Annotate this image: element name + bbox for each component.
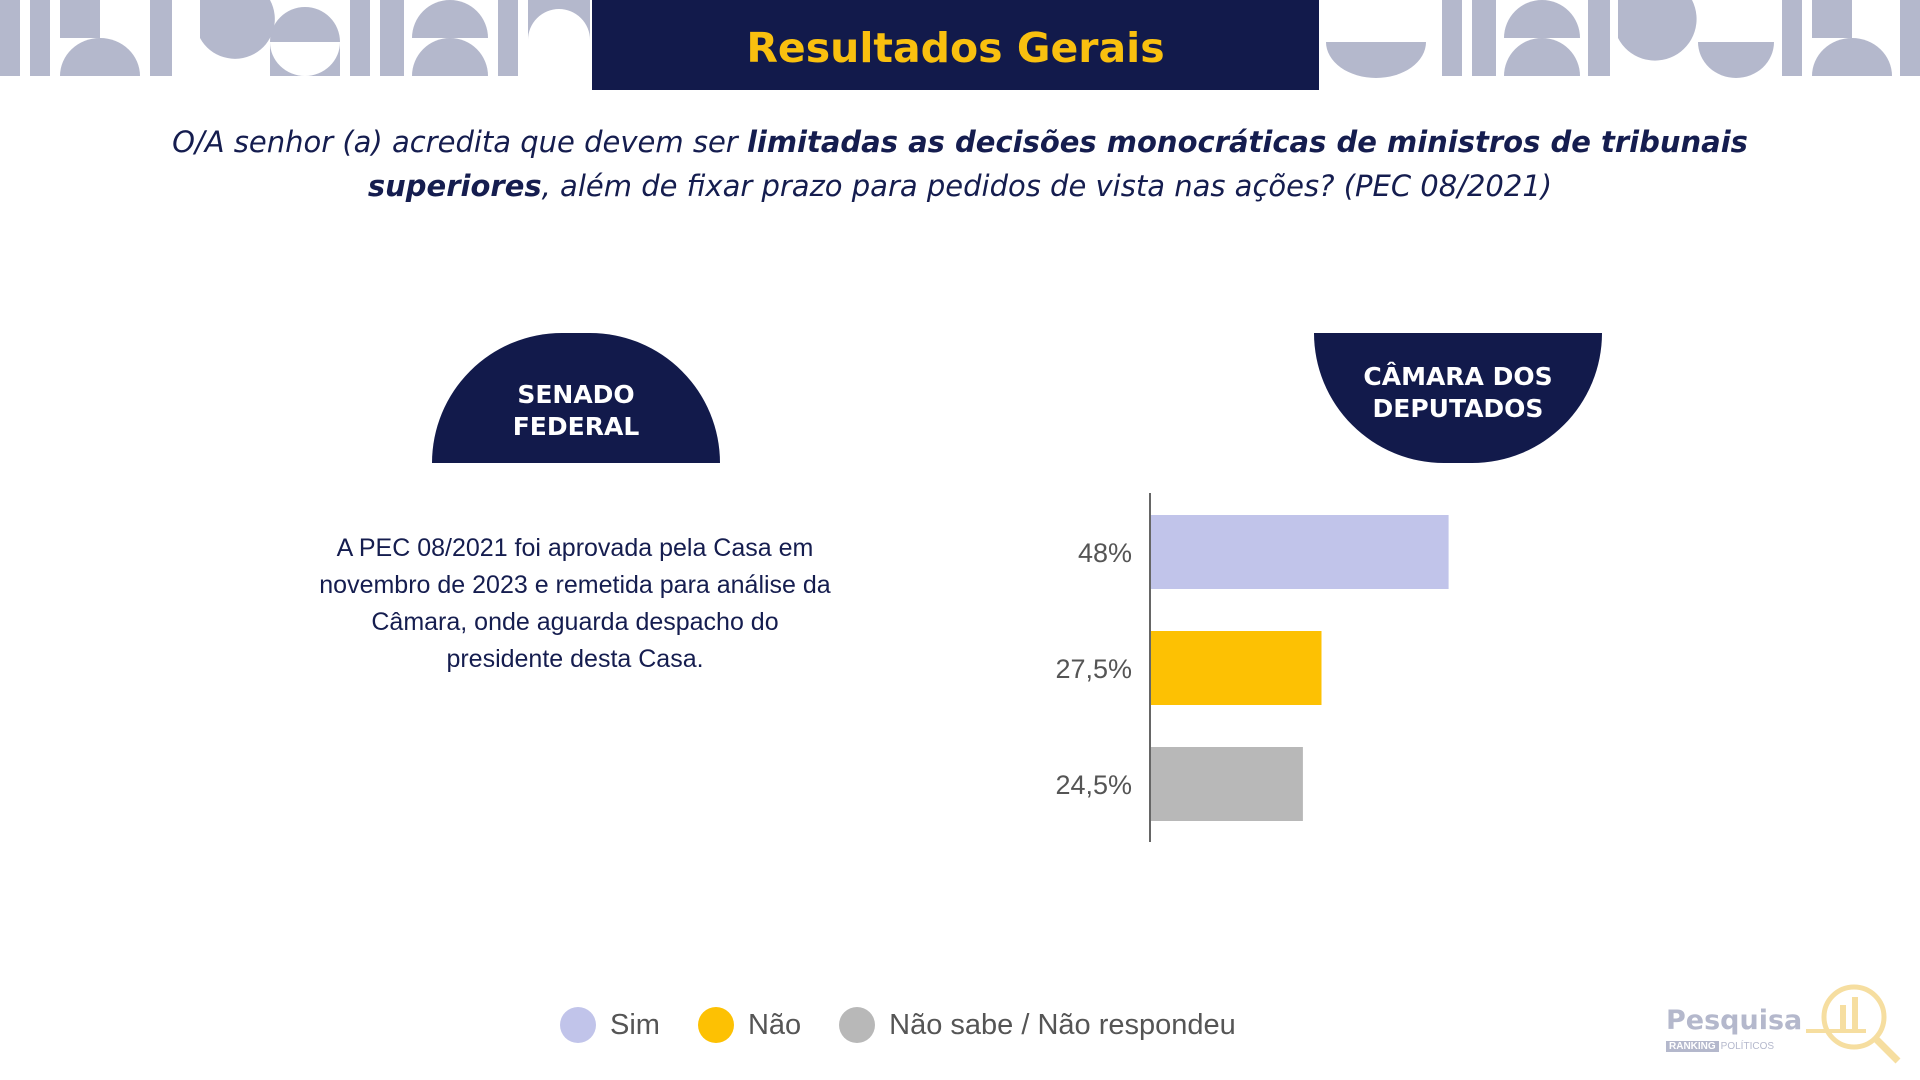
bar-label-1: 27,5%: [1055, 654, 1132, 684]
magnifier-chart-icon: [1806, 984, 1901, 1064]
senado-note: A PEC 08/2021 foi aprovada pela Casa em …: [319, 534, 831, 673]
bar-2: [1151, 747, 1303, 821]
camara-bar-chart: 48% 27,5% 24,5%: [1055, 493, 1449, 842]
chart-legend: Sim Não Não sabe / Não respondeu: [560, 1000, 1274, 1050]
camara-deputados-badge: CÂMARA DOS DEPUTADOS: [1314, 333, 1602, 463]
header-banner: Resultados Gerais: [592, 0, 1319, 90]
legend-label-nao: Não: [747, 1008, 802, 1041]
logo-sub-text: POLÍTICOS: [1720, 1041, 1775, 1052]
decorative-pattern-right: [1326, 0, 1920, 78]
legend-item-nao: Não: [697, 1007, 802, 1043]
question-part-1: O/A senhor (a) acredita que devem ser: [172, 125, 747, 159]
senado-federal-badge: SENADO FEDERAL: [432, 333, 720, 463]
logo-title: Pesquisa: [1666, 1005, 1803, 1036]
legend-swatch-nao-sabe: [839, 1007, 876, 1043]
page-title: Resultados Gerais: [746, 24, 1165, 72]
legend-swatch-nao: [697, 1007, 734, 1043]
pesquisa-logo: Pesquisa RANKING POLÍTICOS: [1666, 975, 1906, 1065]
question-bold: limitadas as decisões monocráticas de mi…: [367, 125, 1748, 203]
senado-badge-label: SENADO FEDERAL: [512, 380, 640, 441]
bar-0: [1151, 515, 1449, 589]
legend-label-nao-sabe: Não sabe / Não respondeu: [889, 1008, 1236, 1041]
survey-question: O/A senhor (a) acredita que devem ser li…: [150, 120, 1770, 208]
bar-label-0: 48%: [1078, 538, 1132, 568]
bar-1: [1151, 631, 1322, 705]
legend-label-sim: Sim: [610, 1008, 660, 1041]
legend-item-nao-sabe: Não sabe / Não respondeu: [839, 1007, 1236, 1043]
logo-tag: RANKING: [1666, 1041, 1719, 1052]
camara-badge-label: CÂMARA DOS DEPUTADOS: [1363, 362, 1553, 423]
legend-swatch-sim: [560, 1007, 596, 1043]
legend-item-sim: Sim: [560, 1007, 660, 1043]
bar-label-2: 24,5%: [1055, 770, 1132, 800]
logo-subtitle: RANKING POLÍTICOS: [1666, 1041, 1774, 1052]
decorative-pattern-left: [0, 0, 590, 78]
question-part-2: , além de fixar prazo para pedidos de vi…: [541, 169, 1553, 203]
